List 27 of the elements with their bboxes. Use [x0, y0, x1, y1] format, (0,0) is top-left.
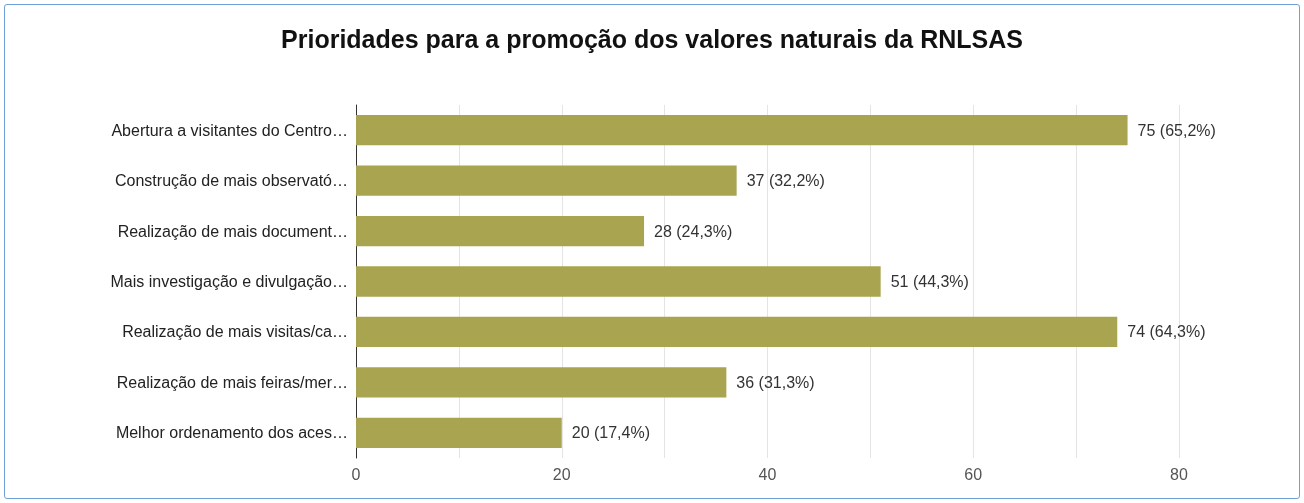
x-tick-label: 80 — [1170, 465, 1188, 483]
y-tick-label: Realização de mais visitas/ca… — [122, 323, 348, 341]
data-label: 75 (65,2%) — [1137, 121, 1216, 139]
bar — [356, 215, 645, 247]
bar — [356, 367, 727, 398]
chart-title: Prioridades para a promoção dos valores naturais da RNLSAS — [281, 24, 1023, 53]
data-label: 74 (64,3%) — [1127, 323, 1206, 341]
y-tick-label: Melhor ordenamento dos aces… — [115, 424, 348, 442]
x-tick-label: 60 — [964, 465, 983, 483]
data-label: 20 (17,4%) — [571, 424, 651, 442]
data-label: 37 (32,2%) — [746, 172, 825, 190]
y-tick-label: Abertura a visitantes do Centro… — [111, 121, 348, 139]
y-tick-label: Realização de mais document… — [117, 222, 348, 240]
data-label: 36 (31,3%) — [736, 373, 815, 391]
y-tick-label: Realização de mais feiras/mer… — [116, 373, 348, 391]
x-tick-label: 20 — [552, 465, 571, 483]
y-tick-label: Mais investigação e divulgação… — [110, 273, 348, 290]
x-tick-label: 40 — [758, 465, 777, 483]
bar — [356, 115, 1128, 146]
bar — [356, 165, 737, 196]
x-tick-label: 0 — [351, 465, 361, 483]
data-label: 28 (24,3%) — [654, 222, 733, 240]
bar — [356, 417, 562, 448]
y-tick-label: Construção de mais observató… — [115, 172, 348, 190]
bar — [356, 316, 1118, 348]
bar — [356, 266, 881, 297]
data-label: 51 (44,3%) — [890, 273, 969, 290]
